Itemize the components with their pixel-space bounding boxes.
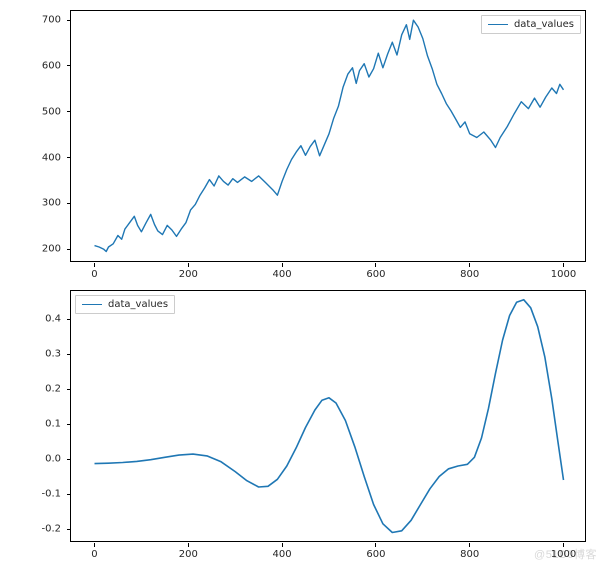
legend-line-icon bbox=[488, 24, 508, 25]
top-chart-ytick-label: 700 bbox=[42, 15, 61, 26]
top-chart-xtick-label: 0 bbox=[91, 269, 97, 280]
bottom-chart-xtick-label: 0 bbox=[91, 549, 97, 560]
bottom-chart-xtick-label: 200 bbox=[179, 549, 198, 560]
bottom-chart-plot bbox=[71, 291, 587, 543]
bottom-chart-ytick-label: 0.2 bbox=[45, 384, 61, 395]
top-chart-xtick-label: 600 bbox=[366, 269, 385, 280]
top-chart-xtick-label: 1000 bbox=[551, 269, 576, 280]
bottom-chart-panel: 02004006008001000-0.2-0.10.00.10.20.30.4… bbox=[70, 290, 586, 542]
top-chart-panel: 02004006008001000200300400500600700data_… bbox=[70, 10, 586, 262]
bottom-chart-xtick-label: 1000 bbox=[551, 549, 576, 560]
top-chart-xtick-label: 200 bbox=[179, 269, 198, 280]
bottom-chart-ytick-label: 0.4 bbox=[45, 314, 61, 325]
top-chart-legend: data_values bbox=[481, 15, 581, 34]
bottom-chart-ytick-label: 0.0 bbox=[45, 454, 61, 465]
figure: @51D0博客 02004006008001000200300400500600… bbox=[0, 0, 607, 568]
bottom-chart-ytick-label: -0.1 bbox=[41, 489, 61, 500]
bottom-chart-legend: data_values bbox=[75, 295, 175, 314]
top-chart-series-line bbox=[95, 20, 564, 251]
top-chart-plot bbox=[71, 11, 587, 263]
top-chart-xtick-label: 800 bbox=[460, 269, 479, 280]
top-chart-ytick-label: 600 bbox=[42, 60, 61, 71]
bottom-chart-ytick-label: -0.2 bbox=[41, 524, 61, 535]
bottom-chart-series-line bbox=[95, 300, 564, 533]
legend-line-icon bbox=[82, 304, 102, 305]
bottom-chart-xtick-label: 400 bbox=[273, 549, 292, 560]
top-chart-ytick-label: 200 bbox=[42, 244, 61, 255]
top-chart-ytick-label: 500 bbox=[42, 106, 61, 117]
bottom-chart-xtick-label: 800 bbox=[460, 549, 479, 560]
bottom-chart-ytick-label: 0.1 bbox=[45, 419, 61, 430]
bottom-chart-xtick-label: 600 bbox=[366, 549, 385, 560]
top-chart-ytick-label: 300 bbox=[42, 198, 61, 209]
bottom-chart-ytick-label: 0.3 bbox=[45, 349, 61, 360]
top-chart-legend-label: data_values bbox=[514, 19, 574, 30]
top-chart-xtick-label: 400 bbox=[273, 269, 292, 280]
top-chart-ytick-label: 400 bbox=[42, 152, 61, 163]
bottom-chart-legend-label: data_values bbox=[108, 299, 168, 310]
